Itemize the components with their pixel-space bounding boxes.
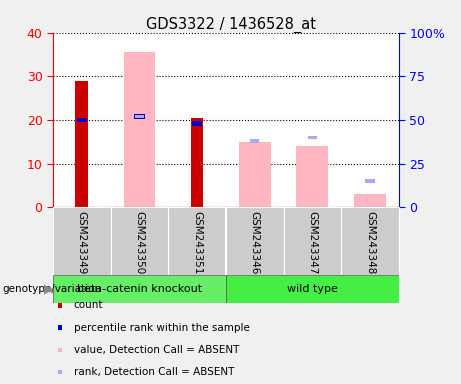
Text: GSM243351: GSM243351 xyxy=(192,211,202,274)
Bar xyxy=(111,207,168,275)
Text: GSM243346: GSM243346 xyxy=(250,211,260,274)
Text: genotype/variation: genotype/variation xyxy=(2,284,101,294)
Bar xyxy=(341,207,399,275)
Bar xyxy=(296,146,328,207)
Text: rank, Detection Call = ABSENT: rank, Detection Call = ABSENT xyxy=(74,367,234,377)
Bar xyxy=(239,142,271,207)
Bar xyxy=(76,81,88,207)
Bar xyxy=(192,121,202,126)
Bar xyxy=(354,194,386,207)
Bar xyxy=(124,52,155,207)
Text: GSM243347: GSM243347 xyxy=(307,211,317,274)
Bar xyxy=(77,118,87,122)
Text: percentile rank within the sample: percentile rank within the sample xyxy=(74,323,250,333)
Bar xyxy=(168,207,226,275)
Bar xyxy=(250,139,260,143)
Bar xyxy=(365,179,375,183)
Bar xyxy=(226,207,284,275)
Text: wild type: wild type xyxy=(287,284,338,294)
Bar xyxy=(53,275,226,303)
Text: value, Detection Call = ABSENT: value, Detection Call = ABSENT xyxy=(74,345,239,355)
Bar xyxy=(53,207,111,275)
Bar xyxy=(307,136,317,139)
Text: count: count xyxy=(74,300,103,310)
Text: GSM243349: GSM243349 xyxy=(77,211,87,274)
Bar xyxy=(135,114,144,119)
Text: GSM243350: GSM243350 xyxy=(135,211,144,274)
Text: ▶: ▶ xyxy=(44,283,53,295)
Bar xyxy=(284,207,341,275)
Text: GSM243348: GSM243348 xyxy=(365,211,375,274)
Bar xyxy=(134,114,145,119)
Bar xyxy=(226,275,399,303)
Text: beta-catenin knockout: beta-catenin knockout xyxy=(77,284,202,294)
Text: GDS3322 / 1436528_at: GDS3322 / 1436528_at xyxy=(146,17,315,33)
Bar xyxy=(191,118,203,207)
